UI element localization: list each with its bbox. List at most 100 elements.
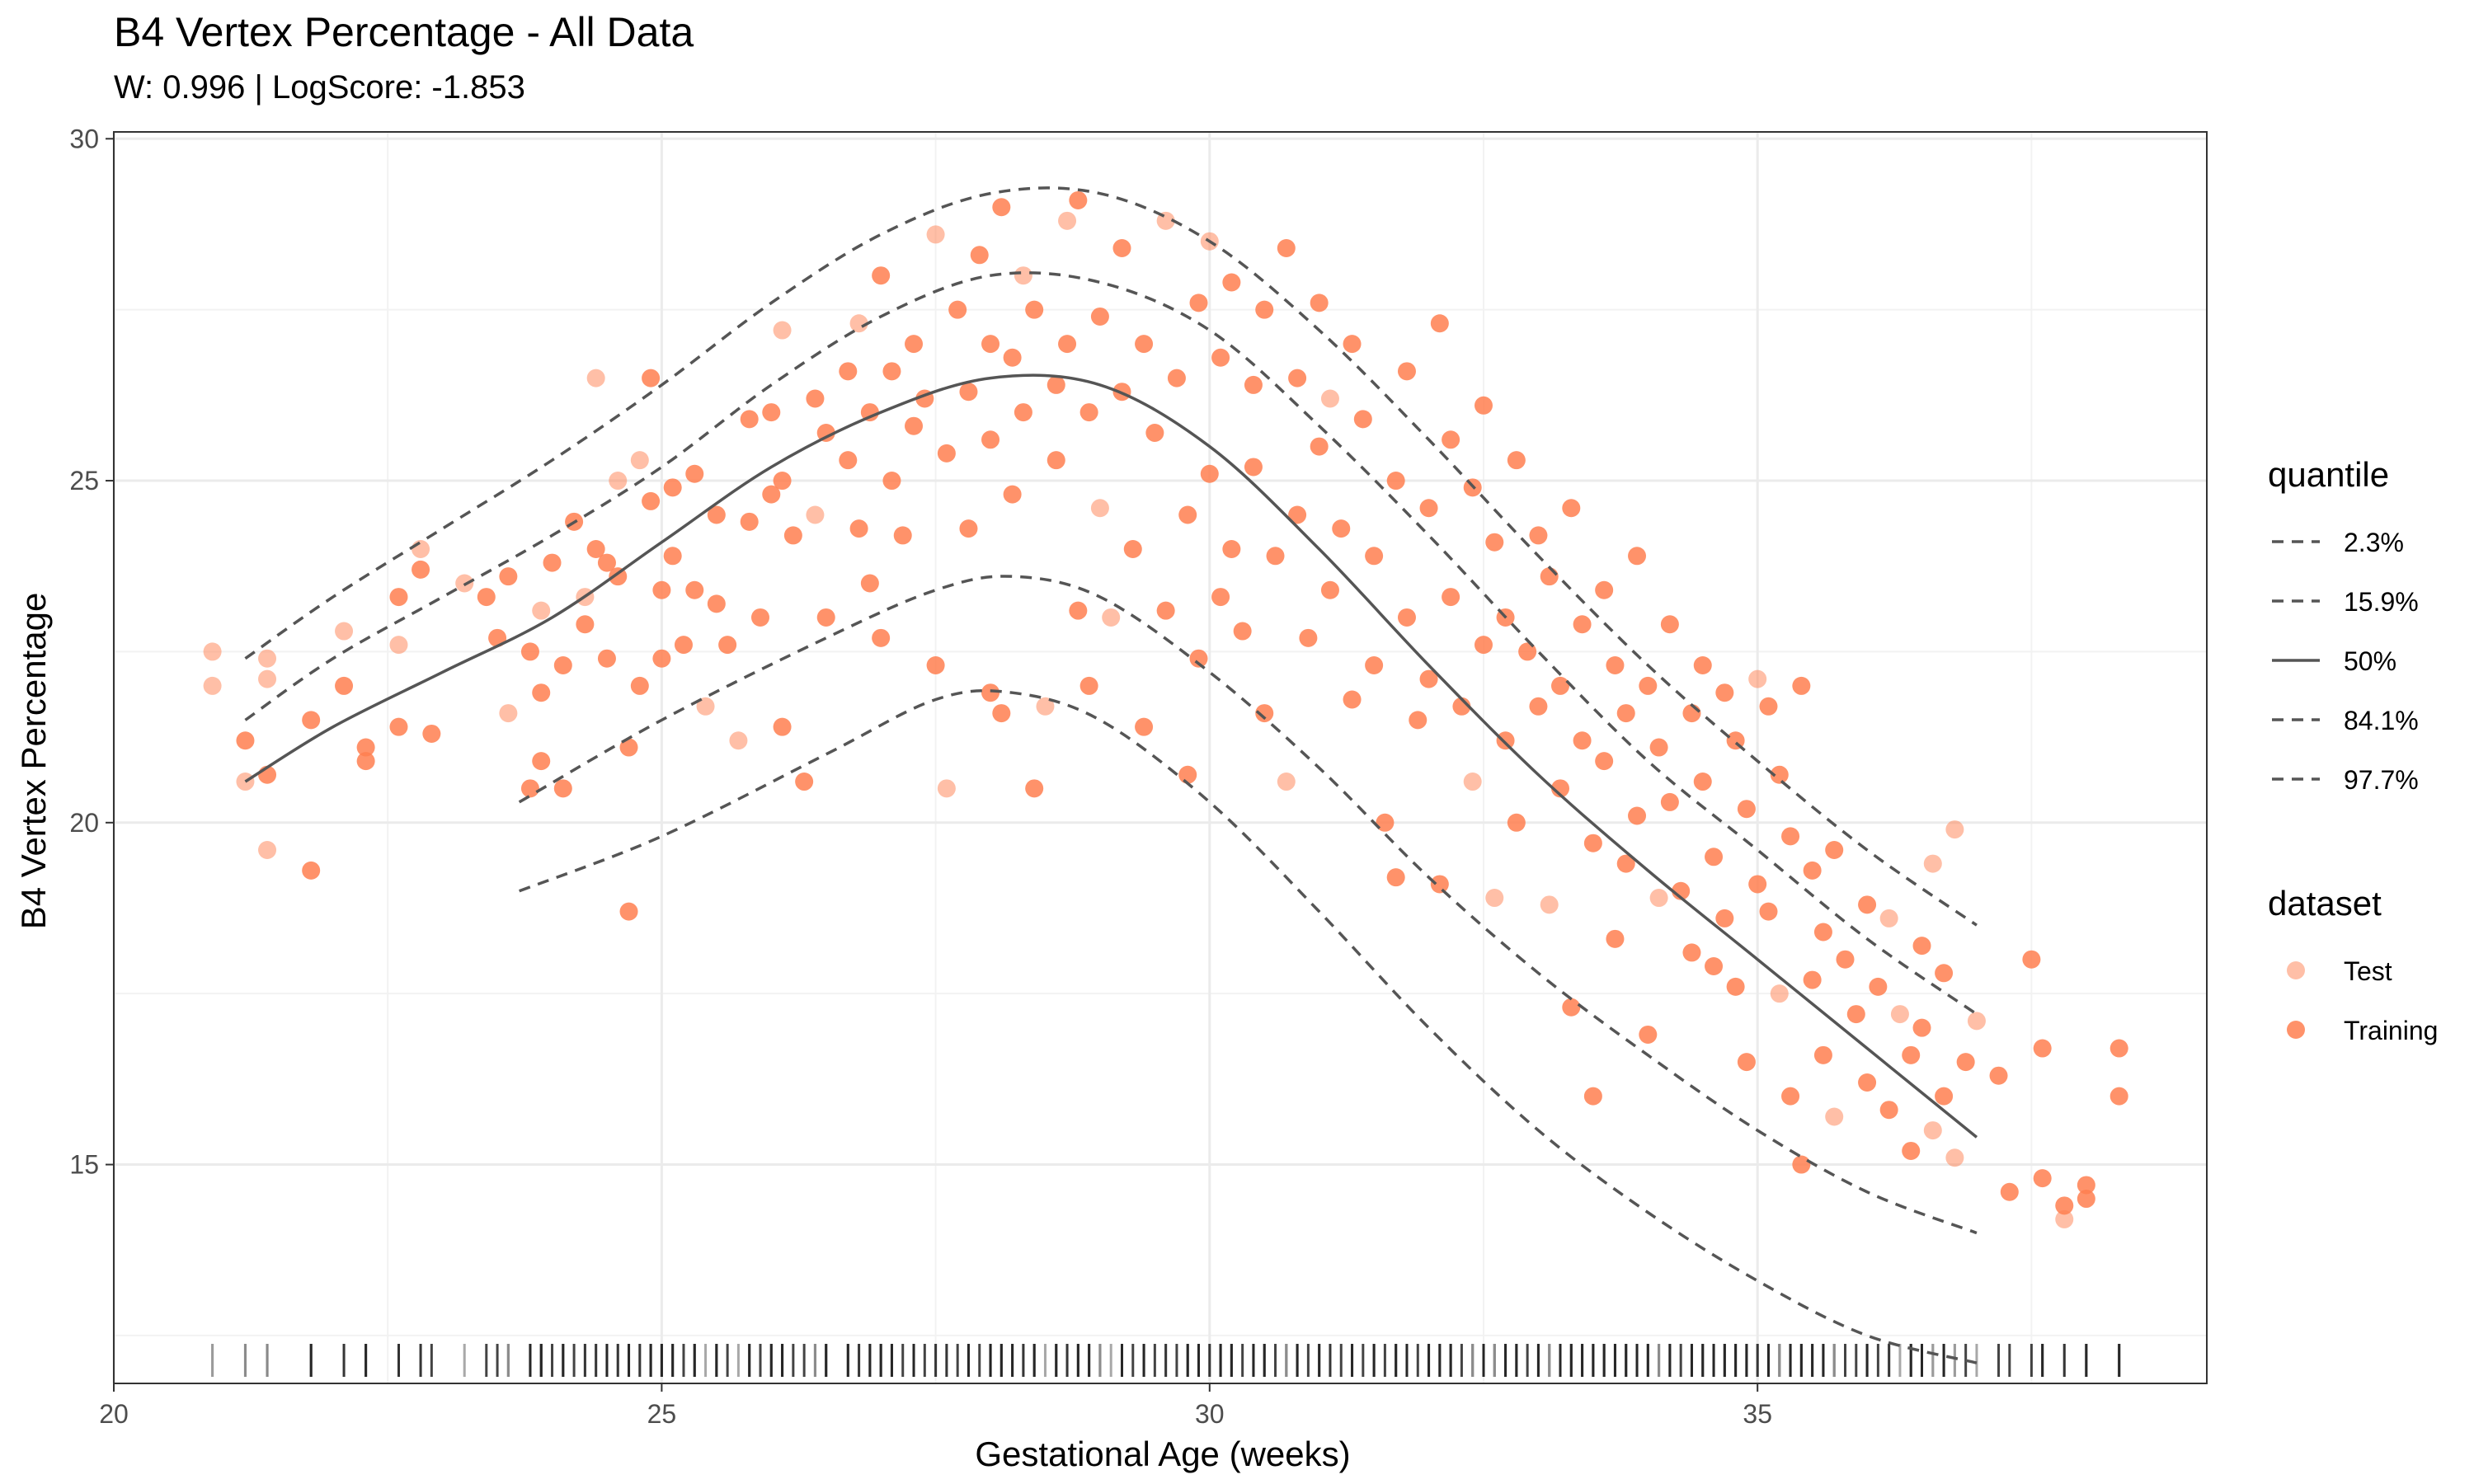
data-point-training	[981, 430, 1000, 449]
data-point-training	[992, 198, 1011, 217]
data-point-test	[258, 649, 277, 668]
data-point-training	[1211, 348, 1230, 367]
data-point-test	[1923, 1121, 1942, 1140]
data-point-training	[970, 246, 989, 265]
data-point-training	[762, 403, 781, 422]
data-point-training	[1813, 1045, 1832, 1064]
data-point-training	[773, 472, 792, 491]
panel-border	[113, 131, 2208, 1384]
data-point-training	[630, 676, 649, 695]
data-point-training	[1693, 656, 1712, 675]
data-point-training	[1836, 950, 1855, 969]
data-point-training	[872, 628, 891, 647]
data-point-training	[2109, 1039, 2128, 1058]
legend-dataset-entries: Test Training	[2287, 956, 2438, 1045]
data-point-training	[1386, 472, 1405, 491]
data-point-training	[937, 444, 956, 463]
data-point-training	[1606, 929, 1625, 948]
data-point-training	[1912, 937, 1931, 956]
quantile-curve	[244, 186, 1978, 927]
data-point-training	[1595, 580, 1614, 599]
data-point-training	[1178, 505, 1197, 524]
data-point-training	[762, 485, 781, 504]
data-point-training	[1025, 300, 1044, 319]
data-point-training	[2000, 1182, 2019, 1201]
data-point-training	[1419, 669, 1438, 688]
data-point-test	[1102, 608, 1121, 627]
data-point-training	[1682, 704, 1701, 723]
data-point-training	[1255, 704, 1274, 723]
data-point-training	[422, 724, 441, 743]
data-point-training	[1189, 649, 1208, 668]
data-point-training	[685, 464, 704, 483]
y-axis-title: B4 Vertex Percentage	[14, 593, 53, 930]
data-point-training	[553, 656, 572, 675]
data-point-training	[1178, 765, 1197, 784]
data-point-training	[839, 362, 858, 381]
data-point-training	[1759, 902, 1778, 921]
legend-quantile: quantile 2.3% 15.9% 50% 84.1% 97.7%	[2268, 455, 2419, 795]
data-point-test	[1879, 909, 1898, 928]
data-point-training	[1167, 369, 1186, 387]
data-point-test	[1923, 854, 1942, 873]
data-point-training	[1211, 588, 1230, 607]
data-point-training	[926, 656, 945, 675]
data-point-test	[203, 676, 222, 695]
data-point-training	[1518, 642, 1537, 661]
data-point-training	[532, 752, 551, 771]
data-point-training	[860, 403, 879, 422]
data-point-training	[597, 649, 616, 668]
legend-dataset-key	[2287, 961, 2305, 979]
data-point-training	[1682, 943, 1701, 962]
data-point-training	[1310, 294, 1329, 312]
data-point-training	[1353, 410, 1372, 429]
data-point-training	[2033, 1039, 2052, 1058]
data-point-training	[663, 478, 682, 497]
legend-dataset-label: Training	[2344, 1016, 2438, 1045]
data-point-test	[1649, 889, 1668, 908]
data-point-test	[1748, 669, 1767, 688]
quantile-curve	[519, 688, 1978, 1364]
data-point-training	[893, 526, 912, 545]
data-point-training	[1639, 676, 1658, 695]
data-point-training	[1792, 676, 1811, 695]
data-point-training	[1639, 1025, 1658, 1044]
data-point-test	[1540, 895, 1559, 914]
data-point-training	[707, 594, 726, 613]
data-point-training	[1496, 731, 1515, 750]
data-point-training	[685, 580, 704, 599]
data-point-training	[619, 902, 638, 921]
data-point-training	[816, 608, 835, 627]
data-point-training	[1299, 628, 1318, 647]
data-point-test	[630, 451, 649, 470]
data-point-training	[1803, 970, 1822, 989]
data-point-training	[1003, 348, 1022, 367]
data-point-training	[1869, 977, 1888, 996]
data-point-training	[1562, 499, 1581, 518]
data-point-training	[1562, 998, 1581, 1017]
x-tick-label: 20	[99, 1399, 129, 1429]
data-point-training	[959, 519, 978, 538]
data-point-training	[389, 717, 408, 736]
data-point-training	[1047, 451, 1065, 470]
data-point-test	[586, 369, 605, 387]
data-point-training	[1135, 717, 1154, 736]
data-point-test	[729, 731, 748, 750]
data-point-training	[674, 636, 693, 655]
legend-dataset-key	[2287, 1021, 2305, 1039]
data-point-test	[1967, 1012, 1986, 1031]
data-point-training	[1233, 622, 1252, 641]
data-point-training	[2077, 1176, 2095, 1195]
data-point-training	[1200, 464, 1219, 483]
data-point-training	[1474, 636, 1493, 655]
data-point-training	[520, 642, 539, 661]
data-point-test	[258, 669, 277, 688]
data-point-training	[1288, 505, 1307, 524]
data-point-training	[1003, 485, 1022, 504]
data-point-training	[981, 335, 1000, 354]
y-tick-label: 30	[69, 124, 99, 153]
data-point-training	[1079, 676, 1098, 695]
data-point-training	[806, 389, 825, 408]
legend-quantile-label: 84.1%	[2344, 706, 2419, 735]
data-point-training	[1277, 239, 1296, 258]
